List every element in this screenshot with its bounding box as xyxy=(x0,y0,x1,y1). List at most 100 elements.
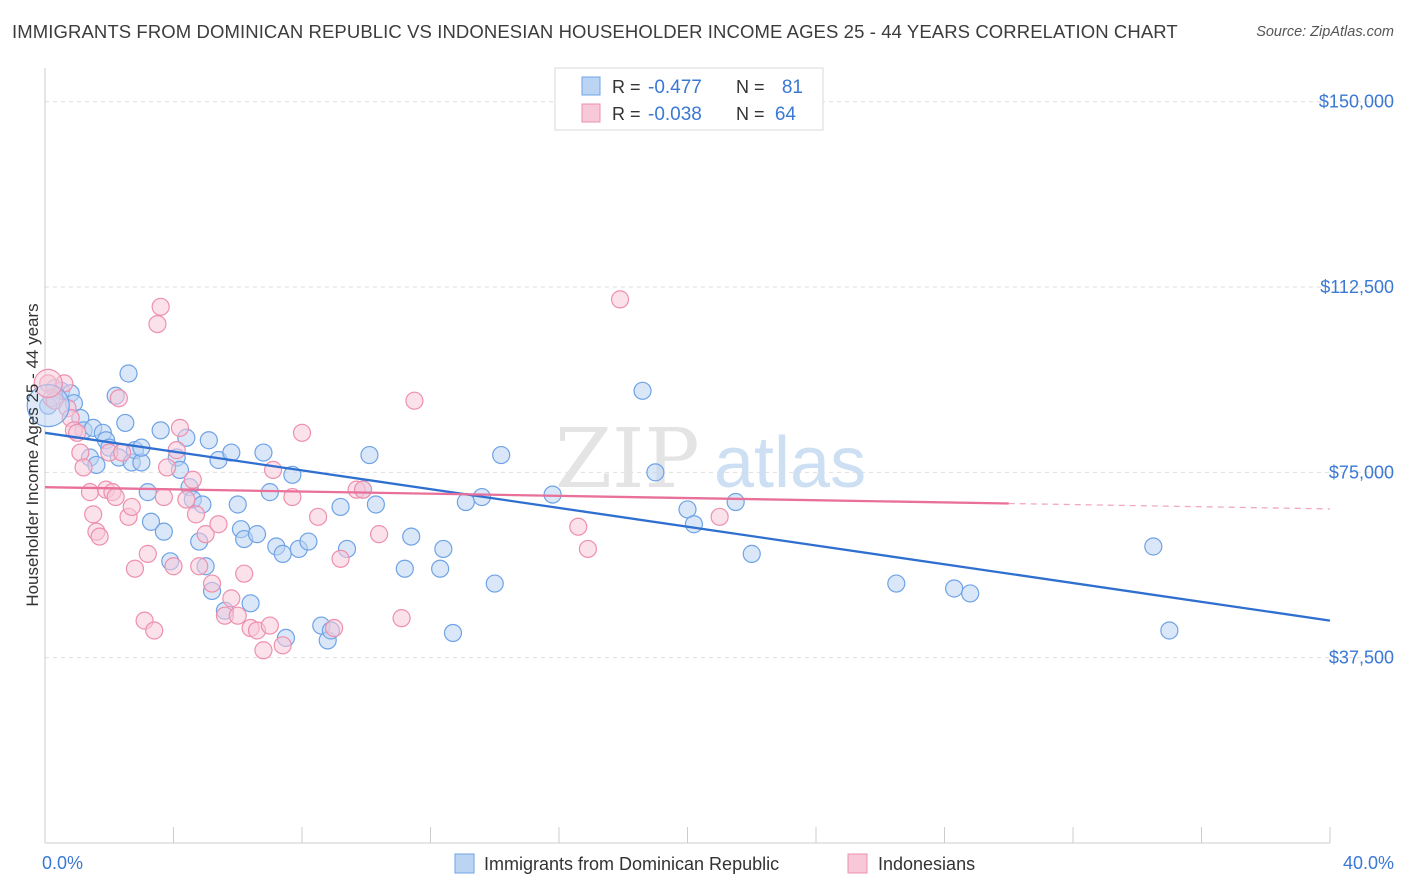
point-indonesian xyxy=(151,297,170,316)
y-tick-labels: $37,500 $75,000 $112,500 $150,000 xyxy=(1319,92,1394,668)
point-dominican xyxy=(887,574,906,593)
point-indonesian xyxy=(145,621,164,640)
axes xyxy=(44,68,1331,844)
point-dominican xyxy=(116,413,135,433)
point-indonesian xyxy=(209,515,228,534)
point-indonesian xyxy=(308,507,328,526)
point-dominican xyxy=(684,515,704,534)
point-indonesian xyxy=(405,391,424,410)
point-dominican xyxy=(141,512,161,531)
legend: Immigrants from Dominican Republic Indon… xyxy=(454,853,975,874)
point-indonesian xyxy=(154,487,173,507)
point-dominican xyxy=(492,445,511,465)
trend-line-indonesian xyxy=(44,486,1009,505)
y-axis-label: Householder Income Ages 25 - 44 years xyxy=(23,303,42,606)
point-indonesian xyxy=(183,470,202,489)
point-dominican xyxy=(331,497,350,517)
point-indonesian xyxy=(90,527,109,546)
point-dominican xyxy=(402,527,421,546)
legend-label-dominican: Immigrants from Dominican Republic xyxy=(484,854,779,874)
stats-r-value: -0.477 xyxy=(648,77,702,98)
point-indonesian xyxy=(177,490,196,509)
point-indonesian xyxy=(125,559,145,578)
point-dominican xyxy=(961,584,980,603)
point-dominican xyxy=(360,445,379,465)
point-indonesian xyxy=(202,574,222,593)
point-indonesian xyxy=(122,497,141,517)
point-dominican xyxy=(273,544,292,563)
point-indonesian xyxy=(164,557,183,576)
point-dominican xyxy=(119,364,138,383)
stats-n-value: 81 xyxy=(782,77,803,98)
legend-label-indonesians: Indonesians xyxy=(878,854,975,874)
point-indonesian xyxy=(109,389,128,408)
point-dominican xyxy=(1144,537,1163,556)
point-indonesian xyxy=(170,418,190,437)
point-indonesian xyxy=(157,458,177,477)
x-tick-labels: 0.0% 40.0% xyxy=(42,853,1394,873)
y-tick-label: $112,500 xyxy=(1320,277,1394,297)
point-indonesian xyxy=(190,557,209,576)
point-indonesian xyxy=(260,616,279,635)
point-dominican xyxy=(228,495,247,514)
chart-title: IMMIGRANTS FROM DOMINICAN REPUBLIC VS IN… xyxy=(12,21,1178,42)
stats-n-value: 64 xyxy=(775,104,797,125)
point-indonesian xyxy=(74,458,93,477)
watermark-zip: ZIP xyxy=(555,412,700,507)
legend-swatch-pink xyxy=(847,853,868,874)
trend-line-indonesian-extension xyxy=(1008,502,1331,510)
trend-line-dominican xyxy=(44,431,1331,622)
stats-n-label: N = xyxy=(736,104,765,124)
point-indonesian xyxy=(578,539,598,559)
stats-n-label: N = xyxy=(736,77,765,97)
stats-r-label: R = xyxy=(612,104,641,124)
point-indonesian xyxy=(392,609,411,628)
point-indonesian xyxy=(71,443,90,462)
point-indonesian xyxy=(228,606,247,625)
point-dominican xyxy=(366,495,385,514)
point-dominican xyxy=(646,463,665,482)
source-credit: Source: ZipAtlas.com xyxy=(1256,24,1394,40)
point-indonesian xyxy=(710,507,729,526)
stats-box: R = -0.477 N = 81 R = -0.038 N = 64 xyxy=(554,67,824,131)
watermark-atlas: atlas xyxy=(714,423,866,503)
data-points xyxy=(26,290,1179,660)
y-tick-label: $75,000 xyxy=(1329,462,1394,482)
point-indonesian xyxy=(325,618,344,638)
point-indonesian xyxy=(138,544,157,563)
point-indonesian xyxy=(196,525,215,544)
stats-r-label: R = xyxy=(612,77,641,97)
point-dominican xyxy=(247,525,267,544)
stats-swatch-pink xyxy=(581,103,601,123)
point-dominican xyxy=(633,381,652,400)
x-tick-label: 40.0% xyxy=(1343,853,1394,873)
x-tick-label: 0.0% xyxy=(42,853,83,873)
point-dominican xyxy=(434,539,453,559)
point-indonesian xyxy=(80,483,100,502)
point-indonesian xyxy=(273,636,292,655)
point-indonesian xyxy=(106,487,125,507)
point-dominican xyxy=(742,544,761,563)
point-indonesian xyxy=(569,517,588,536)
point-indonesian xyxy=(112,443,132,462)
point-dominican xyxy=(485,574,504,593)
point-indonesian xyxy=(353,480,373,499)
point-indonesian xyxy=(292,423,312,442)
point-dominican xyxy=(254,443,273,462)
point-dominican xyxy=(151,421,170,440)
stats-swatch-blue xyxy=(581,76,601,96)
point-dominican xyxy=(138,483,157,502)
point-dominican xyxy=(395,559,414,578)
point-indonesian xyxy=(283,487,302,507)
point-dominican xyxy=(443,623,463,643)
point-indonesian xyxy=(254,641,273,660)
point-dominican xyxy=(299,532,318,551)
point-dominican xyxy=(199,431,218,450)
point-indonesian xyxy=(148,314,167,334)
y-tick-label: $150,000 xyxy=(1319,92,1394,112)
point-indonesian-cluster xyxy=(33,368,63,398)
point-dominican xyxy=(154,522,173,541)
point-indonesian xyxy=(186,505,206,524)
stats-r-value: -0.038 xyxy=(648,104,702,125)
